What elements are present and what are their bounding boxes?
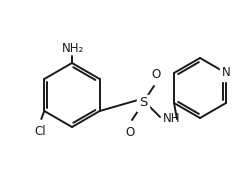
Text: NH: NH <box>163 112 180 124</box>
Text: O: O <box>152 68 160 81</box>
Text: NH₂: NH₂ <box>62 42 84 55</box>
Text: O: O <box>126 126 134 139</box>
Text: S: S <box>139 96 147 110</box>
Text: Cl: Cl <box>34 125 46 138</box>
Text: N: N <box>222 67 230 79</box>
